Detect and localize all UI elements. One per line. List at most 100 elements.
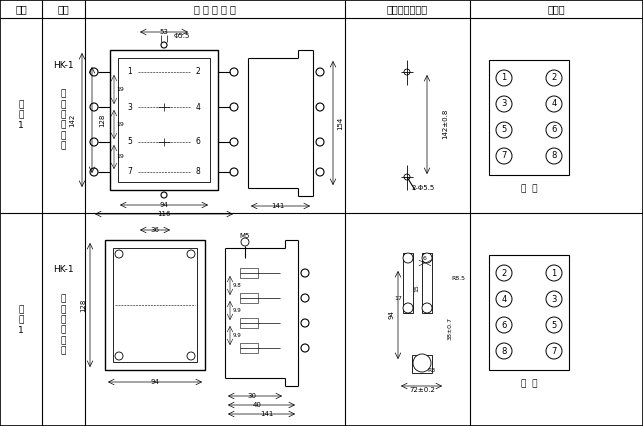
Text: 154: 154 (337, 116, 343, 130)
Text: 15: 15 (415, 284, 419, 292)
Text: 4: 4 (502, 294, 507, 303)
Text: 6: 6 (423, 256, 427, 261)
Text: Φ5.5: Φ5.5 (174, 33, 190, 39)
Circle shape (546, 96, 562, 112)
Circle shape (115, 250, 123, 258)
Circle shape (413, 354, 431, 372)
Circle shape (161, 42, 167, 48)
Bar (113, 248, 197, 362)
Circle shape (187, 250, 195, 258)
Bar (489, 255, 569, 370)
Circle shape (496, 265, 512, 281)
Circle shape (301, 294, 309, 302)
Circle shape (403, 303, 413, 313)
Text: 17: 17 (394, 296, 402, 300)
Circle shape (241, 238, 249, 246)
Circle shape (496, 122, 512, 138)
Bar (105, 240, 205, 370)
Circle shape (230, 168, 238, 176)
Circle shape (316, 138, 324, 146)
Text: 3: 3 (502, 100, 507, 109)
Circle shape (301, 319, 309, 327)
Bar (240, 318, 258, 328)
Text: 38±0.7: 38±0.7 (448, 317, 453, 340)
Text: 2-Φ5.5: 2-Φ5.5 (412, 185, 435, 191)
Text: 141: 141 (271, 203, 285, 209)
Text: 凸
出
式
前
接
线: 凸 出 式 前 接 线 (60, 89, 66, 150)
Circle shape (404, 69, 410, 75)
Bar (240, 293, 258, 303)
Text: 3: 3 (127, 103, 132, 112)
Bar (403, 253, 413, 313)
Circle shape (496, 317, 512, 333)
Bar (489, 60, 569, 175)
Circle shape (496, 343, 512, 359)
Text: 94: 94 (389, 311, 395, 320)
Text: M5: M5 (240, 233, 250, 239)
Text: 94: 94 (150, 379, 159, 385)
Text: 4: 4 (552, 100, 557, 109)
Circle shape (422, 303, 432, 313)
Text: 5: 5 (552, 320, 557, 329)
Circle shape (496, 291, 512, 307)
Text: 背  视: 背 视 (521, 380, 538, 389)
Text: 7: 7 (502, 152, 507, 161)
Text: 7: 7 (127, 167, 132, 176)
Text: 附
图
1: 附 图 1 (18, 305, 24, 335)
Text: R8.5: R8.5 (451, 276, 465, 280)
Text: 2: 2 (502, 268, 507, 277)
Circle shape (546, 122, 562, 138)
Text: 凸
出
式
后
接
线: 凸 出 式 后 接 线 (60, 294, 66, 356)
Text: 6: 6 (551, 126, 557, 135)
Text: 附
图
1: 附 图 1 (18, 100, 24, 130)
Circle shape (187, 352, 195, 360)
Text: 2: 2 (195, 67, 201, 77)
Text: 141: 141 (260, 411, 274, 417)
Circle shape (546, 291, 562, 307)
Circle shape (115, 352, 123, 360)
Text: 116: 116 (158, 211, 171, 217)
Text: 9.9: 9.9 (233, 333, 241, 338)
Text: 5: 5 (502, 126, 507, 135)
Circle shape (496, 70, 512, 86)
Circle shape (404, 174, 410, 180)
Text: 7: 7 (551, 346, 557, 356)
Circle shape (230, 68, 238, 76)
Text: 19: 19 (116, 87, 124, 92)
Text: 128: 128 (80, 298, 86, 312)
Text: 8: 8 (551, 152, 557, 161)
Text: 53: 53 (159, 29, 168, 35)
Text: 前  视: 前 视 (521, 184, 538, 193)
Circle shape (301, 344, 309, 352)
Text: HK-1: HK-1 (53, 265, 73, 274)
Text: 36: 36 (150, 227, 159, 233)
Text: 6: 6 (195, 138, 201, 147)
Circle shape (546, 317, 562, 333)
Circle shape (301, 269, 309, 277)
Text: 5: 5 (127, 138, 132, 147)
Text: 72±0.2: 72±0.2 (409, 387, 435, 393)
Text: 94: 94 (159, 202, 168, 208)
Text: 8: 8 (502, 346, 507, 356)
Bar (240, 268, 258, 278)
Text: 142±0.8: 142±0.8 (442, 109, 448, 139)
Text: 30: 30 (248, 393, 257, 399)
Bar (110, 50, 218, 190)
Circle shape (230, 103, 238, 111)
Circle shape (90, 138, 98, 146)
Text: 19: 19 (116, 122, 124, 127)
Bar (118, 58, 210, 182)
Circle shape (546, 265, 562, 281)
Text: 40: 40 (253, 402, 262, 408)
Text: 128: 128 (99, 113, 105, 127)
Text: 1: 1 (127, 67, 132, 77)
Text: 安装开孔尺寸图: 安装开孔尺寸图 (386, 4, 428, 14)
Text: 结构: 结构 (57, 4, 69, 14)
Text: 9.9: 9.9 (233, 308, 241, 313)
Circle shape (403, 253, 413, 263)
Text: 1: 1 (552, 268, 557, 277)
Text: 端子图: 端子图 (547, 4, 565, 14)
Text: 4: 4 (195, 103, 201, 112)
Circle shape (316, 168, 324, 176)
Text: 6: 6 (502, 320, 507, 329)
